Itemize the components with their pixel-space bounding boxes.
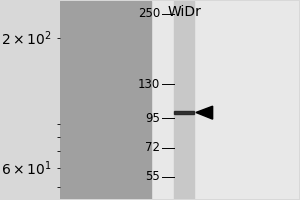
Polygon shape bbox=[196, 106, 213, 119]
Bar bbox=[60, 1, 151, 199]
Bar bbox=[174, 1, 194, 199]
Text: 95: 95 bbox=[145, 112, 160, 125]
Bar bbox=[174, 111, 194, 114]
Text: 55: 55 bbox=[145, 170, 160, 183]
Text: 250: 250 bbox=[138, 7, 160, 20]
Text: 130: 130 bbox=[138, 78, 160, 91]
Text: 72: 72 bbox=[145, 141, 160, 154]
Text: WiDr: WiDr bbox=[167, 5, 201, 19]
